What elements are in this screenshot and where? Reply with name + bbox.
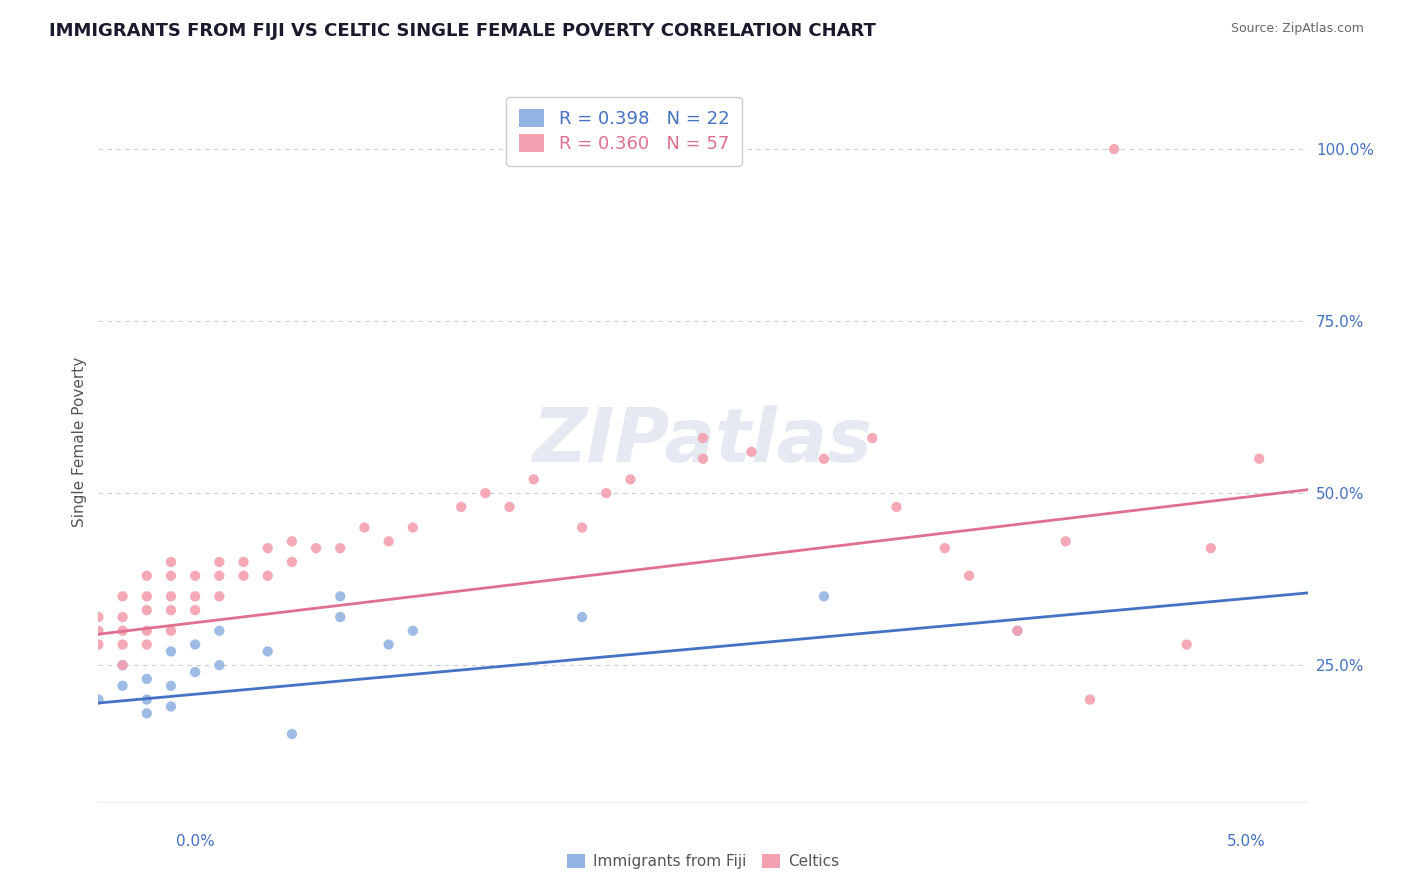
Point bbox=[232, 555, 254, 569]
Point bbox=[256, 568, 278, 582]
Point bbox=[595, 486, 617, 500]
Point bbox=[135, 692, 157, 706]
Point bbox=[886, 500, 908, 514]
Text: IMMIGRANTS FROM FIJI VS CELTIC SINGLE FEMALE POVERTY CORRELATION CHART: IMMIGRANTS FROM FIJI VS CELTIC SINGLE FE… bbox=[49, 22, 876, 40]
Point bbox=[135, 624, 157, 638]
Text: ZIPatlas: ZIPatlas bbox=[533, 405, 873, 478]
Point bbox=[860, 431, 883, 445]
Point bbox=[160, 624, 183, 638]
Legend: Immigrants from Fiji, Celtics: Immigrants from Fiji, Celtics bbox=[561, 848, 845, 875]
Point bbox=[256, 541, 278, 556]
Point bbox=[474, 486, 496, 500]
Point bbox=[135, 568, 157, 582]
Point bbox=[523, 472, 546, 486]
Point bbox=[957, 568, 980, 582]
Point bbox=[160, 568, 183, 582]
Point bbox=[184, 665, 207, 679]
Point bbox=[1102, 142, 1125, 156]
Point bbox=[160, 644, 183, 658]
Point bbox=[111, 624, 134, 638]
Point bbox=[208, 555, 231, 569]
Point bbox=[498, 500, 520, 514]
Point bbox=[135, 706, 157, 721]
Point bbox=[160, 699, 183, 714]
Point bbox=[111, 590, 134, 604]
Point bbox=[692, 431, 714, 445]
Point bbox=[184, 603, 207, 617]
Point bbox=[184, 590, 207, 604]
Point bbox=[160, 555, 183, 569]
Point bbox=[1199, 541, 1222, 556]
Point bbox=[329, 590, 352, 604]
Point bbox=[692, 451, 714, 466]
Legend: R = 0.398   N = 22, R = 0.360   N = 57: R = 0.398 N = 22, R = 0.360 N = 57 bbox=[506, 96, 742, 166]
Point bbox=[111, 658, 134, 673]
Point bbox=[1078, 692, 1101, 706]
Point bbox=[87, 638, 110, 652]
Y-axis label: Single Female Poverty: Single Female Poverty bbox=[72, 357, 87, 526]
Point bbox=[208, 624, 231, 638]
Point bbox=[87, 610, 110, 624]
Text: 5.0%: 5.0% bbox=[1226, 834, 1265, 849]
Point bbox=[1249, 451, 1271, 466]
Point bbox=[184, 568, 207, 582]
Point bbox=[450, 500, 472, 514]
Point bbox=[135, 590, 157, 604]
Point bbox=[1054, 534, 1077, 549]
Point bbox=[256, 644, 278, 658]
Point bbox=[135, 638, 157, 652]
Point bbox=[377, 638, 399, 652]
Point bbox=[740, 445, 762, 459]
Point bbox=[353, 520, 375, 534]
Point bbox=[208, 590, 231, 604]
Point bbox=[208, 568, 231, 582]
Point bbox=[111, 679, 134, 693]
Point bbox=[184, 638, 207, 652]
Point bbox=[1175, 638, 1198, 652]
Point bbox=[619, 472, 641, 486]
Point bbox=[1007, 624, 1029, 638]
Point bbox=[135, 603, 157, 617]
Point bbox=[329, 541, 352, 556]
Point bbox=[329, 610, 352, 624]
Point bbox=[281, 555, 304, 569]
Point bbox=[1007, 624, 1029, 638]
Point bbox=[111, 638, 134, 652]
Point bbox=[281, 534, 304, 549]
Point bbox=[377, 534, 399, 549]
Point bbox=[232, 568, 254, 582]
Point bbox=[135, 672, 157, 686]
Point bbox=[402, 624, 425, 638]
Point bbox=[87, 692, 110, 706]
Point bbox=[305, 541, 328, 556]
Point bbox=[402, 520, 425, 534]
Point bbox=[111, 610, 134, 624]
Point bbox=[571, 610, 593, 624]
Point bbox=[160, 590, 183, 604]
Text: 0.0%: 0.0% bbox=[176, 834, 215, 849]
Point bbox=[934, 541, 956, 556]
Point bbox=[160, 679, 183, 693]
Point bbox=[87, 624, 110, 638]
Point bbox=[208, 658, 231, 673]
Point bbox=[571, 520, 593, 534]
Text: Source: ZipAtlas.com: Source: ZipAtlas.com bbox=[1230, 22, 1364, 36]
Point bbox=[281, 727, 304, 741]
Point bbox=[111, 658, 134, 673]
Point bbox=[813, 451, 835, 466]
Point bbox=[813, 590, 835, 604]
Point bbox=[160, 603, 183, 617]
